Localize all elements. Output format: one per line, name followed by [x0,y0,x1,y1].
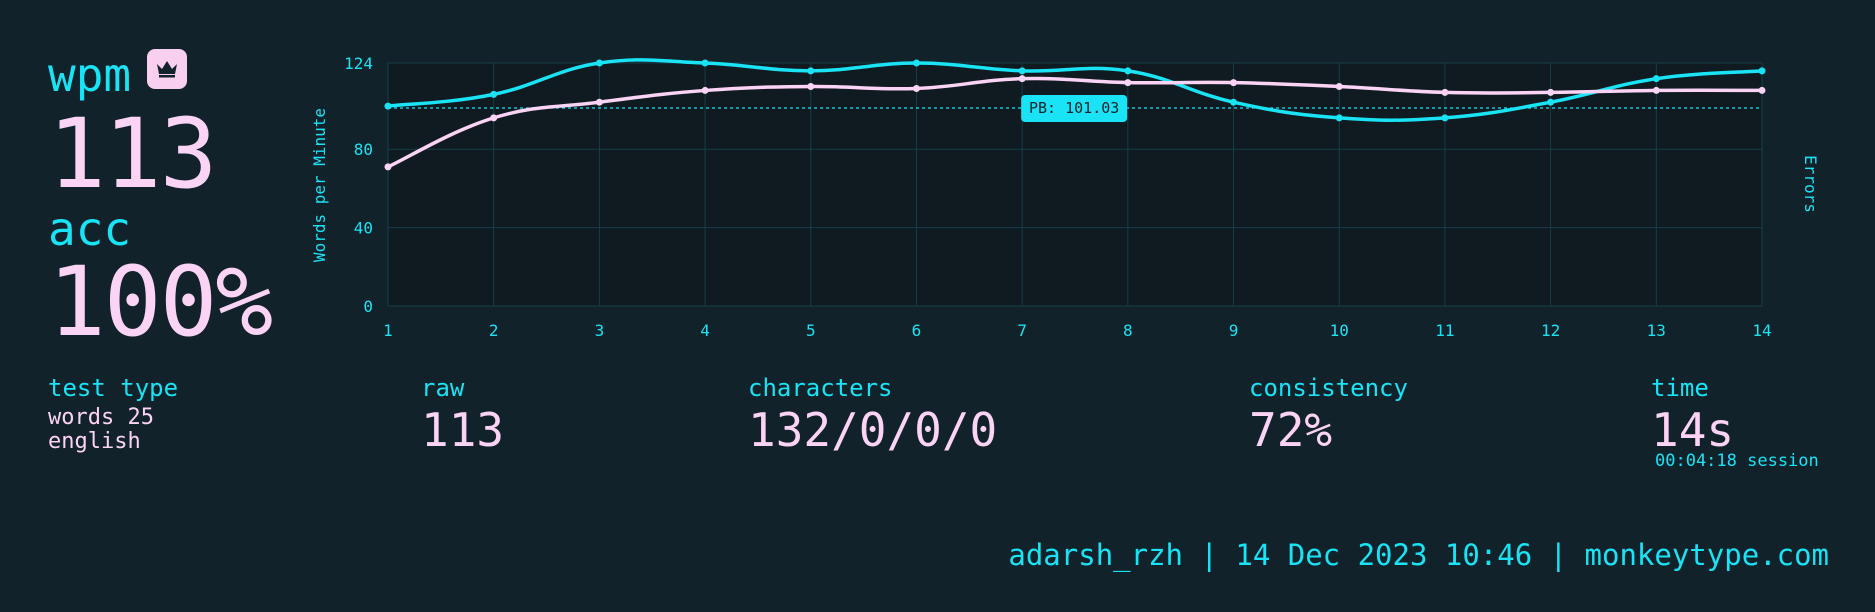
accuracy-label: acc [48,202,132,256]
raw-series-point[interactable] [807,83,815,91]
pb-tag: PB: 101.03 [1021,95,1128,123]
wpm-series-point[interactable] [490,90,498,98]
x-tick-label: 2 [489,321,499,340]
x-tick-label: 10 [1330,321,1349,340]
y-tick-label: 0 [363,297,373,316]
wpm-series-point[interactable] [1441,114,1449,122]
x-tick-label: 7 [1017,321,1027,340]
wpm-series-line [387,58,1763,122]
wpm-series-point[interactable] [1547,98,1555,106]
characters-label: characters [748,374,893,402]
consistency-value: 72% [1249,403,1333,457]
test-type-label: test type [48,374,179,402]
raw-series-point[interactable] [1441,88,1449,96]
raw-series-point[interactable] [384,163,392,171]
wpm-series-point[interactable] [1018,67,1026,75]
wpm-series-point[interactable] [384,102,392,110]
wpm-series-point[interactable] [912,59,920,67]
x-tick-label: 4 [700,321,710,340]
raw-series-point[interactable] [1124,79,1132,87]
wpm-series-point[interactable] [595,59,603,67]
raw-series-point[interactable] [1547,88,1555,96]
raw-series-point[interactable] [912,84,920,92]
raw-series-point[interactable] [1652,86,1660,94]
x-tick-label: 6 [912,321,922,340]
wpm-value: 113 [48,98,217,210]
result-footer: adarsh_rzh | 14 Dec 2023 10:46 | monkeyt… [1008,538,1829,572]
raw-series-point[interactable] [1758,86,1766,94]
x-tick-label: 5 [806,321,816,340]
x-tick-label: 13 [1647,321,1666,340]
x-tick-label: 1 [383,321,393,340]
wpm-series-point[interactable] [1230,98,1238,106]
wpm-series-point[interactable] [1335,114,1343,122]
crown-icon [157,61,177,78]
x-tick-label: 9 [1229,321,1239,340]
raw-label: raw [421,374,465,402]
y-axis-label: Words per Minute [310,108,329,262]
raw-series-point[interactable] [490,114,498,122]
y-tick-label: 40 [354,219,373,238]
y2-axis-label: Errors [1801,155,1820,213]
personal-best-badge [147,49,187,89]
x-tick-label: 11 [1435,321,1454,340]
raw-series-point[interactable] [595,98,603,106]
consistency-label: consistency [1249,374,1408,402]
raw-series-point[interactable] [1018,75,1026,83]
wpm-series-point[interactable] [1758,67,1766,75]
test-type-mode: words 25 [48,405,154,430]
raw-series-point[interactable] [1230,79,1238,87]
wpm-series-point[interactable] [701,59,709,67]
x-tick-label: 14 [1752,321,1771,340]
time-label: time [1651,374,1709,402]
y-tick-label: 80 [354,140,373,159]
wpm-series-point[interactable] [1124,67,1132,75]
test-type-language: english [48,429,141,454]
wpm-label: wpm [48,48,132,102]
raw-value: 113 [421,403,505,457]
session-time: 00:04:18 session [1655,451,1819,471]
chart-series [384,58,1766,171]
x-tick-label: 12 [1541,321,1560,340]
raw-series-point[interactable] [701,86,709,94]
accuracy-value: 100% [48,246,273,358]
y-tick-label: 124 [344,54,373,73]
x-axis-ticks: 1 2 3 4 5 6 7 8 9 10 11 12 13 14 [383,321,1771,340]
y-axis-ticks: 0 40 80 124 [344,54,373,316]
time-value: 14s [1651,403,1735,457]
wpm-series-point[interactable] [1652,75,1660,83]
pb-tag-label: PB: 101.03 [1029,99,1119,117]
raw-series-point[interactable] [1335,83,1343,91]
wpm-series-point[interactable] [807,67,815,75]
x-tick-label: 8 [1123,321,1133,340]
characters-value: 132/0/0/0 [748,403,998,457]
x-tick-label: 3 [595,321,605,340]
raw-series-line [387,76,1763,169]
